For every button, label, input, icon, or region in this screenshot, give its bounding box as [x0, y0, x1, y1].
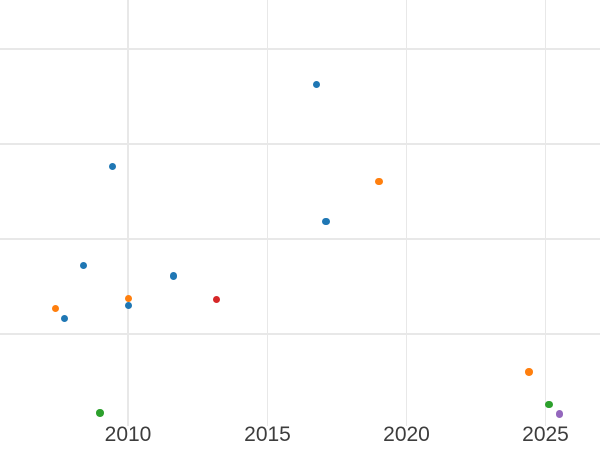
x-tick-label-2015: 2015	[244, 423, 291, 446]
scatter-point-blue	[169, 272, 177, 280]
horizontal-gridline	[0, 48, 600, 50]
scatter-point-blue	[60, 314, 68, 322]
scatter-point-purple	[556, 410, 564, 418]
vertical-gridline	[266, 0, 269, 426]
scatter-point-green	[96, 409, 104, 417]
scatter-point-blue	[322, 218, 330, 226]
horizontal-gridline	[0, 143, 600, 145]
scatter-point-blue	[109, 162, 117, 170]
vertical-gridline	[544, 0, 547, 426]
x-tick-label-2020: 2020	[383, 423, 430, 446]
vertical-gridline	[127, 0, 129, 426]
x-tick-label-2010: 2010	[104, 423, 152, 446]
scatter-point-orange	[51, 304, 59, 312]
scatter-point-orange	[375, 178, 383, 186]
horizontal-gridline	[0, 333, 600, 335]
scatter-point-orange	[125, 294, 133, 302]
horizontal-gridline	[0, 238, 600, 240]
scatter-point-blue	[313, 81, 321, 89]
scatter-point-blue	[125, 302, 133, 310]
vertical-gridline	[405, 0, 408, 426]
scatter-point-blue	[79, 262, 87, 270]
scatter-point-red	[212, 295, 220, 303]
x-tick-label-2025: 2025	[522, 423, 569, 446]
scatter-point-green	[545, 401, 553, 409]
scatter-point-orange	[525, 368, 533, 376]
